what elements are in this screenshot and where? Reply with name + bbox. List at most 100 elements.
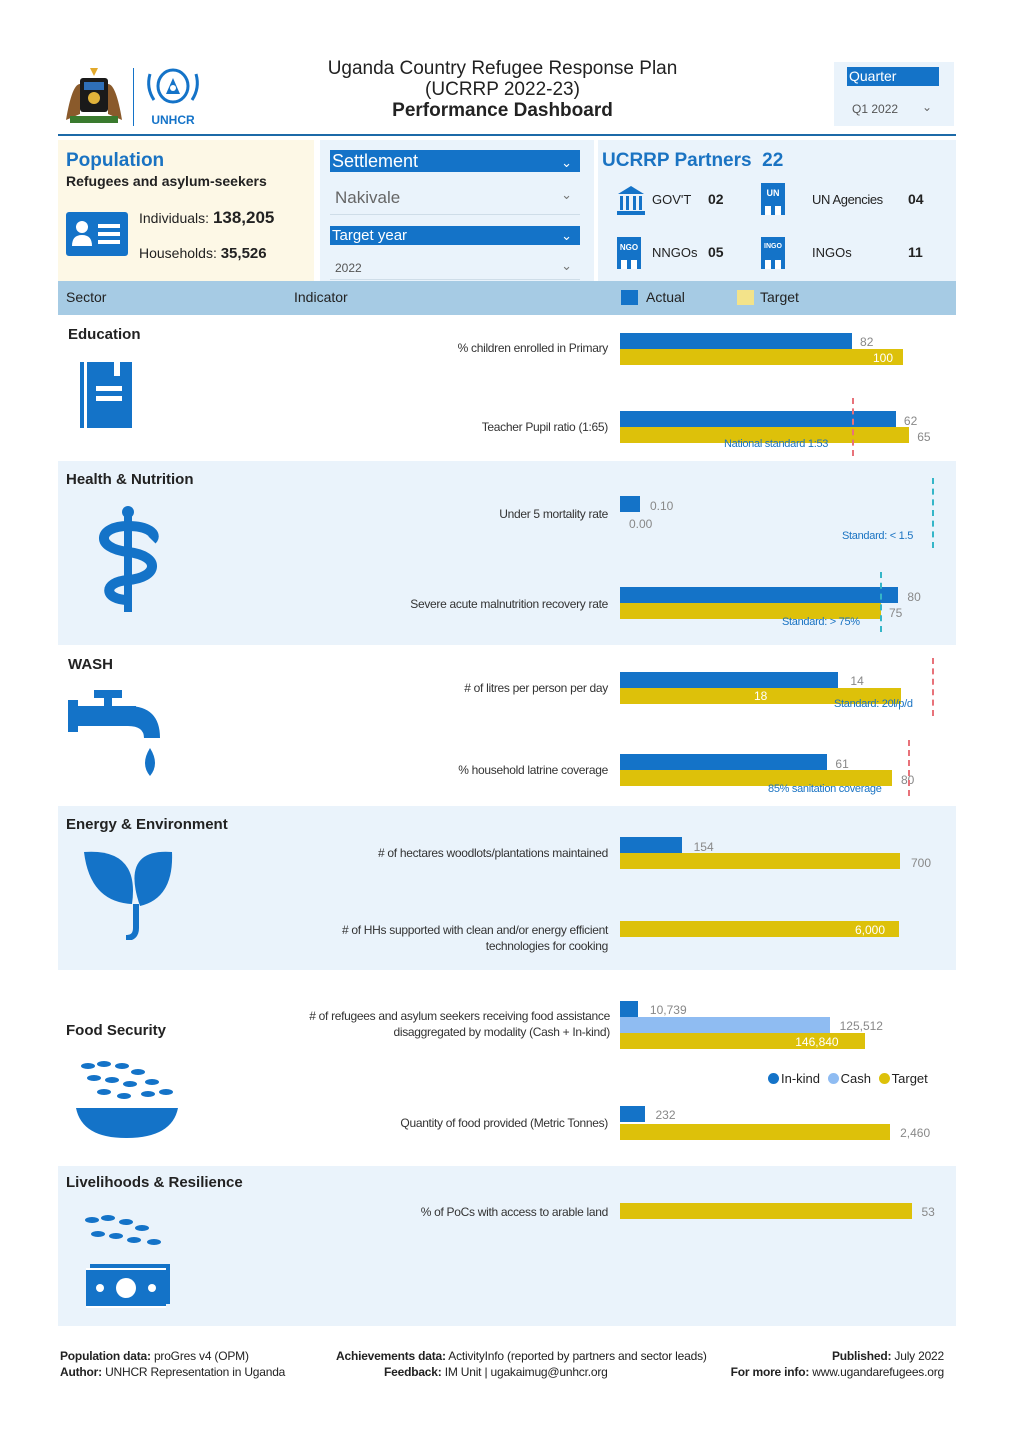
standard-line bbox=[932, 658, 934, 716]
target-year-select[interactable]: 2022 ⌄ bbox=[330, 254, 580, 280]
legend-inkind-dot bbox=[768, 1073, 779, 1084]
nngos-value: 05 bbox=[708, 244, 724, 260]
govt-value: 02 bbox=[708, 191, 724, 207]
settlement-select[interactable]: Nakivale ⌄ bbox=[330, 181, 580, 215]
legend-target-dot bbox=[878, 1073, 890, 1084]
population-title: Population bbox=[66, 150, 165, 171]
quarter-label: Quarter bbox=[847, 67, 939, 86]
standard-line bbox=[852, 398, 854, 456]
indicator-label: Teacher Pupil ratio (1:65) bbox=[481, 420, 609, 434]
individuals-value: 138,205 bbox=[212, 208, 275, 227]
data-label: 146,840 bbox=[795, 1035, 839, 1049]
actual-bar bbox=[620, 1106, 646, 1122]
standard-label: Standard: 20l/p/d bbox=[834, 698, 913, 710]
target-bar bbox=[620, 770, 892, 786]
data-label: 14 bbox=[850, 674, 864, 688]
indicator-label: % of PoCs with access to arable land bbox=[420, 1205, 609, 1219]
legend-cash-dot bbox=[827, 1073, 839, 1084]
data-label: 232 bbox=[655, 1108, 676, 1122]
dashboard-title: Uganda Country Refugee Response Plan (UC… bbox=[260, 58, 745, 121]
data-label: 65 bbox=[917, 430, 931, 444]
table-header: Sector Indicator Actual Target bbox=[58, 281, 956, 315]
partners-total: 22 bbox=[762, 150, 784, 171]
indicator-label: # of HHs supported with clean and/or ene… bbox=[341, 923, 608, 953]
tap-icon bbox=[68, 686, 164, 787]
food-bowl-icon bbox=[74, 1058, 180, 1147]
un-agencies-value: 04 bbox=[908, 191, 924, 207]
actual-bar bbox=[620, 333, 853, 349]
households-label: Households: bbox=[139, 245, 217, 261]
govt-label: GOV'T bbox=[652, 192, 692, 207]
sector-title-livelihoods: Livelihoods & Resilience bbox=[66, 1174, 243, 1191]
individuals-stat: Individuals: 138,205 bbox=[139, 208, 274, 228]
footer-center: Achievements data: ActivityInfo (reporte… bbox=[336, 1349, 707, 1379]
footer-left: Population data: proGres v4 (OPM) Author… bbox=[60, 1349, 286, 1379]
uganda-coat-of-arms bbox=[62, 64, 126, 126]
ingos-value: 11 bbox=[908, 244, 923, 260]
data-label: 10,739 bbox=[649, 1003, 687, 1017]
section-bg-health bbox=[58, 461, 956, 645]
legend-target-swatch bbox=[737, 290, 754, 305]
legend-actual-label: Actual bbox=[646, 289, 685, 305]
nngos-label: NNGOs bbox=[652, 245, 698, 260]
partners-title: UCRRP Partners 22 bbox=[602, 150, 784, 171]
chevron-down-icon[interactable]: ⌄ bbox=[561, 187, 572, 202]
chevron-down-icon[interactable]: ⌄ bbox=[922, 100, 933, 114]
legend-cash-label: Cash bbox=[840, 1071, 872, 1086]
un-icon-text: UN bbox=[766, 188, 780, 198]
indicator-label: Quantity of food provided (Metric Tonnes… bbox=[400, 1116, 608, 1130]
indicator-label: % household latrine coverage bbox=[458, 763, 608, 777]
title-line-1: Uganda Country Refugee Response Plan bbox=[327, 58, 678, 79]
indicator-header: Indicator bbox=[294, 289, 348, 305]
indicator-label: # of litres per person per day bbox=[464, 681, 608, 695]
food-legend: In-kind Cash Target bbox=[768, 1071, 928, 1086]
indicator-label: Under 5 mortality rate bbox=[499, 507, 608, 521]
data-label: 61 bbox=[835, 757, 849, 771]
actual-bar bbox=[620, 411, 896, 427]
chevron-down-icon[interactable]: ⌄ bbox=[561, 258, 572, 273]
indicator-label: Severe acute malnutrition recovery rate bbox=[410, 597, 608, 611]
sector-title-education: Education bbox=[68, 326, 141, 343]
data-label: 62 bbox=[903, 414, 918, 428]
settlement-label: Settlement ⌄ bbox=[330, 150, 580, 172]
cash-icon bbox=[82, 1212, 174, 1313]
target-bar bbox=[620, 1033, 866, 1049]
quarter-select[interactable]: Q1 2022 bbox=[852, 102, 899, 116]
chevron-down-icon: ⌄ bbox=[561, 228, 572, 243]
logo-divider bbox=[133, 68, 134, 126]
indicator-label: % children enrolled in Primary bbox=[457, 341, 609, 355]
legend-actual-swatch bbox=[621, 290, 638, 305]
standard-line bbox=[908, 740, 910, 796]
legend-target-label: Target bbox=[891, 1071, 928, 1086]
standard-label: 85% sanitation coverage bbox=[768, 783, 882, 795]
id-card-icon bbox=[66, 212, 128, 256]
section-bg-energy bbox=[58, 806, 956, 970]
data-label: 100 bbox=[873, 351, 894, 365]
data-label: 18 bbox=[754, 689, 768, 703]
un-agencies-label: UN Agencies bbox=[812, 192, 883, 207]
target-year-label: Target year ⌄ bbox=[330, 226, 580, 245]
nngo-icon: NGO bbox=[616, 236, 642, 269]
sector-title-health: Health & Nutrition bbox=[66, 471, 194, 488]
standard-label: National standard 1:53 bbox=[724, 438, 829, 450]
government-building-icon bbox=[616, 184, 645, 215]
population-subtitle: Refugees and asylum-seekers bbox=[66, 173, 267, 189]
unhcr-logo: UNHCR bbox=[144, 64, 202, 128]
title-line-3: Performance Dashboard bbox=[392, 100, 613, 121]
legend-target-label: Target bbox=[760, 289, 799, 305]
section-bg-livelihoods bbox=[58, 1166, 956, 1326]
households-stat: Households: 35,526 bbox=[139, 245, 267, 262]
plant-icon bbox=[80, 848, 176, 945]
sector-title-food: Food Security bbox=[66, 1022, 167, 1039]
un-agency-icon: UN bbox=[760, 182, 786, 215]
target-bar bbox=[620, 688, 901, 704]
actual-bar bbox=[620, 754, 828, 770]
header-divider bbox=[58, 134, 956, 136]
actual-bar bbox=[620, 1001, 638, 1017]
sector-header: Sector bbox=[66, 289, 107, 305]
data-label: 2,460 bbox=[900, 1126, 931, 1140]
legend-inkind-label: In-kind bbox=[781, 1071, 821, 1086]
book-icon bbox=[78, 360, 134, 435]
sector-title-wash: WASH bbox=[68, 656, 113, 673]
ngo-icon-text: NGO bbox=[619, 243, 639, 252]
